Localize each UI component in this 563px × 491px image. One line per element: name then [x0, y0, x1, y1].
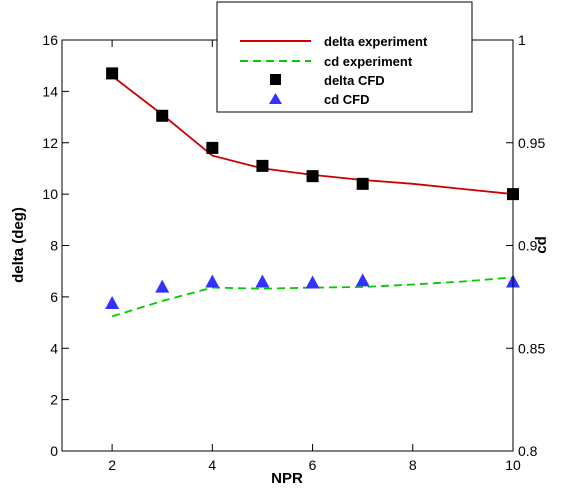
x-tick-label: 10: [505, 457, 521, 473]
y-tick-label-left: 0: [50, 443, 58, 459]
point-delta-cfd: [306, 170, 319, 183]
y-tick-label-right: 0.85: [518, 340, 545, 356]
x-tick-label: 8: [409, 457, 417, 473]
point-delta-cfd: [156, 109, 169, 122]
point-cd-cfd: [105, 296, 120, 310]
y-tick-label-left: 14: [42, 83, 58, 99]
x-axis-title: NPR: [271, 470, 303, 487]
y-tick-label-right: 0.8: [518, 443, 538, 459]
y-tick-label-right: 1: [518, 32, 526, 48]
point-cd-cfd: [205, 274, 220, 288]
y-axis-title-left: delta (deg): [10, 207, 27, 283]
point-delta-cfd: [356, 177, 369, 190]
y-tick-label-left: 16: [42, 32, 58, 48]
legend-label-cd-experiment: cd experiment: [324, 54, 413, 69]
y-axis-title-right: cd: [533, 236, 550, 254]
legend: delta experiment cd experiment delta CFD…: [216, 1, 473, 113]
legend-swatch-cd-cfd: [269, 93, 282, 104]
y-tick-label-left: 2: [50, 392, 58, 408]
x-tick-label: 2: [108, 457, 116, 473]
x-tick-label: 4: [208, 457, 216, 473]
series-markers-layer: [105, 67, 520, 310]
legend-swatch-delta-cfd: [270, 74, 281, 85]
series-line-cd-experiment: [111, 276, 514, 318]
y-tick-label-right: 0.9: [518, 238, 538, 254]
point-cd-cfd: [255, 274, 270, 288]
legend-label-cd-cfd: cd CFD: [324, 92, 370, 107]
y-tick-label-left: 10: [42, 186, 58, 202]
y-tick-label-left: 4: [50, 340, 58, 356]
y-tick-label-left: 8: [50, 238, 58, 254]
point-delta-cfd: [106, 67, 119, 80]
point-cd-cfd: [155, 279, 170, 293]
legend-label-delta-cfd: delta CFD: [324, 73, 385, 88]
y-tick-label-left: 6: [50, 289, 58, 305]
y-tick-label-right: 0.95: [518, 135, 545, 151]
legend-label-delta-experiment: delta experiment: [324, 34, 428, 49]
point-delta-cfd: [256, 159, 269, 172]
point-cd-cfd: [355, 273, 370, 287]
y-tick-label-left: 12: [42, 135, 58, 151]
axis-ticks-layer: 2 4 6 8 10 0 2 4 6 8 10 12 14 16 0.8 0.85 0.9 0.95 1: [42, 32, 545, 473]
legend-box: [216, 1, 473, 113]
x-tick-label: 6: [309, 457, 317, 473]
point-cd-cfd: [305, 275, 320, 289]
point-delta-cfd: [206, 141, 219, 154]
